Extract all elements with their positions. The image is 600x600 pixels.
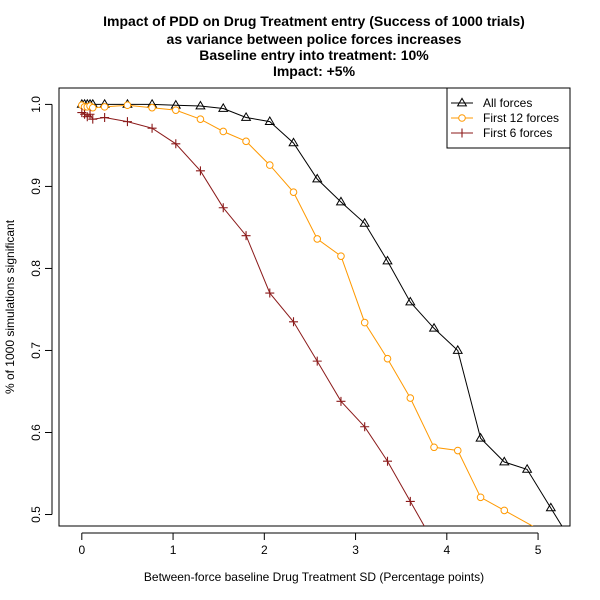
x-tick-label: 4 xyxy=(443,543,450,557)
legend-label: First 6 forces xyxy=(483,126,552,140)
triangle-marker xyxy=(452,344,464,354)
circle-marker xyxy=(289,188,298,196)
legend-label: First 12 forces xyxy=(483,111,559,125)
impact-subtitle: Impact: +5% xyxy=(273,63,356,79)
y-tick-label: 0.6 xyxy=(29,424,43,441)
plus-marker xyxy=(147,123,157,133)
triangle-marker xyxy=(311,173,323,183)
plus-marker xyxy=(289,317,299,327)
series-line xyxy=(81,112,425,526)
x-tick-label: 1 xyxy=(170,543,177,557)
circle-marker xyxy=(360,318,369,327)
legend-item: First 12 forces xyxy=(451,111,559,125)
triangle-marker xyxy=(264,116,276,125)
y-tick-label: 0.8 xyxy=(29,260,43,277)
circle-marker xyxy=(148,103,156,112)
triangle-marker xyxy=(359,217,370,227)
series-line xyxy=(81,103,563,526)
triangle-marker xyxy=(195,100,206,110)
circle-marker xyxy=(337,252,345,260)
plus-marker xyxy=(100,113,110,123)
circle-marker xyxy=(500,506,509,515)
y-tick-label: 0.5 xyxy=(29,506,43,523)
x-tick-label: 2 xyxy=(261,543,268,557)
circle-marker xyxy=(313,235,322,243)
chart-title-line-1: Impact of PDD on Drug Treatment entry (S… xyxy=(103,13,525,29)
x-axis-label: Between-force baseline Drug Treatment SD… xyxy=(144,570,484,584)
circle-marker xyxy=(453,446,462,455)
circle-marker xyxy=(406,394,415,402)
series-layer xyxy=(76,98,563,526)
series-line xyxy=(81,104,534,526)
plus-marker xyxy=(312,356,322,366)
series-all-forces xyxy=(76,98,563,526)
circle-marker xyxy=(196,115,205,123)
circle-marker xyxy=(242,137,250,146)
circle-marker xyxy=(265,161,274,169)
series-first-6-forces xyxy=(77,108,425,526)
circle-marker xyxy=(219,127,228,136)
plus-marker xyxy=(88,114,98,124)
plus-marker xyxy=(405,496,415,506)
plus-marker xyxy=(457,128,467,138)
chart-title-line-2: as variance between police forces increa… xyxy=(167,31,462,47)
circle-marker xyxy=(88,103,97,112)
triangle-marker xyxy=(218,102,229,112)
plus-marker xyxy=(383,456,392,466)
triangle-marker xyxy=(456,97,468,107)
triangle-marker xyxy=(405,296,416,306)
circle-marker xyxy=(458,114,466,122)
axis-layer: 0 1 2 3 4 5 0.5 0.6 0.7 0.8 0.9 1.0 xyxy=(29,96,542,557)
circle-marker xyxy=(100,103,109,111)
triangle-marker xyxy=(428,322,440,332)
y-tick-label: 0.9 xyxy=(29,178,43,195)
plus-marker xyxy=(122,117,132,127)
legend-item: All forces xyxy=(451,96,532,110)
baseline-subtitle: Baseline entry into treatment: 10% xyxy=(199,47,429,63)
plus-marker xyxy=(265,288,275,298)
plus-marker xyxy=(171,139,181,149)
circle-marker xyxy=(123,101,132,110)
legend-label: All forces xyxy=(483,96,532,110)
circle-marker xyxy=(383,354,392,363)
triangle-marker xyxy=(521,463,533,473)
plus-marker xyxy=(195,166,205,176)
x-tick-label: 3 xyxy=(352,543,359,557)
plot-frame xyxy=(58,87,571,527)
legend-item: First 6 forces xyxy=(451,126,552,140)
triangle-marker xyxy=(475,432,486,442)
plus-marker xyxy=(336,396,346,406)
triangle-marker xyxy=(240,111,252,121)
triangle-marker xyxy=(382,255,393,265)
triangle-marker xyxy=(545,502,557,512)
y-tick-label: 1.0 xyxy=(29,96,43,113)
plus-marker xyxy=(85,109,95,119)
y-axis-label: % of 1000 simulations significant xyxy=(3,219,17,394)
plus-marker xyxy=(241,231,251,241)
circle-marker xyxy=(172,106,180,114)
triangle-marker xyxy=(499,456,510,466)
y-tick-label: 0.7 xyxy=(29,342,43,359)
plus-marker xyxy=(218,203,228,213)
triangle-marker xyxy=(288,137,299,147)
circle-marker xyxy=(430,443,438,452)
x-tick-label: 5 xyxy=(535,543,542,557)
x-tick-label: 0 xyxy=(78,543,85,557)
series-first-12-forces xyxy=(78,101,534,526)
plus-marker xyxy=(360,422,370,432)
triangle-marker xyxy=(335,196,347,206)
circle-marker xyxy=(476,493,485,502)
